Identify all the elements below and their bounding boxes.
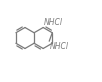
Text: NHCl: NHCl — [50, 42, 69, 51]
Text: NHCl: NHCl — [44, 18, 63, 27]
